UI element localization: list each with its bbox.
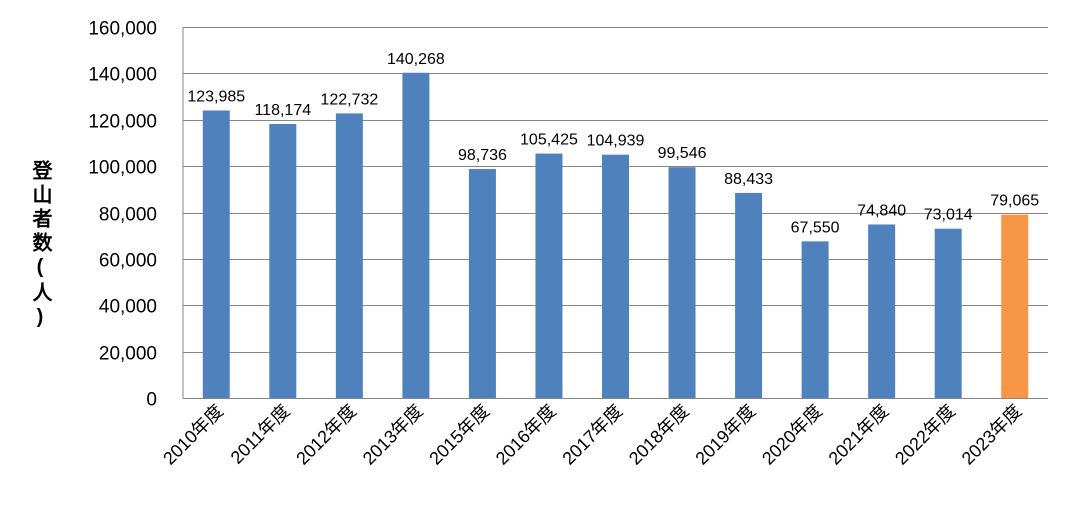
bars [202,72,1029,399]
y-axis-ticks: 0 20,000 40,000 60,000 80,000 100,000 120,000 1… [88,19,157,411]
bar [402,72,430,399]
data-label: 99,546 [658,145,707,162]
x-tick-label: 2018年度 [625,401,693,469]
y-axis-title-text: 登山者数(人) [29,159,53,332]
data-label: 98,736 [458,147,507,164]
data-label: 105,425 [520,132,578,149]
bar [202,110,230,399]
bar [668,167,696,398]
bar [335,113,363,399]
x-tick-label: 2020年度 [758,401,826,469]
data-label: 74,840 [857,202,906,219]
bar [801,241,829,398]
data-label: 67,550 [791,219,840,236]
bar [868,224,896,398]
data-label: 104,939 [587,133,645,150]
data-label: 140,268 [387,51,445,68]
x-tick-label: 2012年度 [292,401,360,469]
y-tick-label: 140,000 [88,65,157,86]
x-tick-label: 2022年度 [891,401,959,469]
y-tick-label: 80,000 [99,205,157,226]
data-label: 123,985 [187,89,245,106]
y-tick-label: 160,000 [88,19,157,40]
x-tick-label: 2023年度 [958,401,1026,469]
bar [535,153,563,398]
data-label: 73,014 [924,207,973,224]
y-tick-label: 120,000 [88,112,157,133]
data-label: 88,433 [724,171,773,188]
data-label: 79,065 [990,193,1039,210]
data-labels: 123,985 118,174 122,732 140,268 98,736 105,42… [187,51,1039,237]
x-tick-label: 2013年度 [359,401,427,469]
x-tick-label: 2010年度 [159,401,227,469]
y-tick-label: 20,000 [99,344,157,365]
y-tick-label: 100,000 [88,158,157,179]
y-tick-label: 60,000 [99,251,157,272]
bar [468,169,496,398]
x-tick-label: 2015年度 [425,401,493,469]
x-tick-label: 2011年度 [227,401,294,468]
bar [1001,214,1029,398]
bar [602,154,629,398]
y-axis-title: 登山者数(人) [29,159,53,332]
x-axis-labels: 2010年度 2011年度2012年度2013年度2015年度2016年度2017… [159,401,1025,469]
x-tick-label: 2017年度 [558,401,626,469]
x-tick-label: 2016年度 [492,401,560,469]
y-tick-label: 40,000 [99,297,157,318]
data-label: 118,174 [254,102,311,119]
x-tick-label: 2019年度 [691,401,759,469]
data-label: 122,732 [320,91,378,108]
x-tick-label: 2021年度 [825,401,893,469]
y-tick-label: 0 [146,390,157,411]
bar [934,228,962,398]
bar [735,192,763,398]
bar [269,123,297,398]
